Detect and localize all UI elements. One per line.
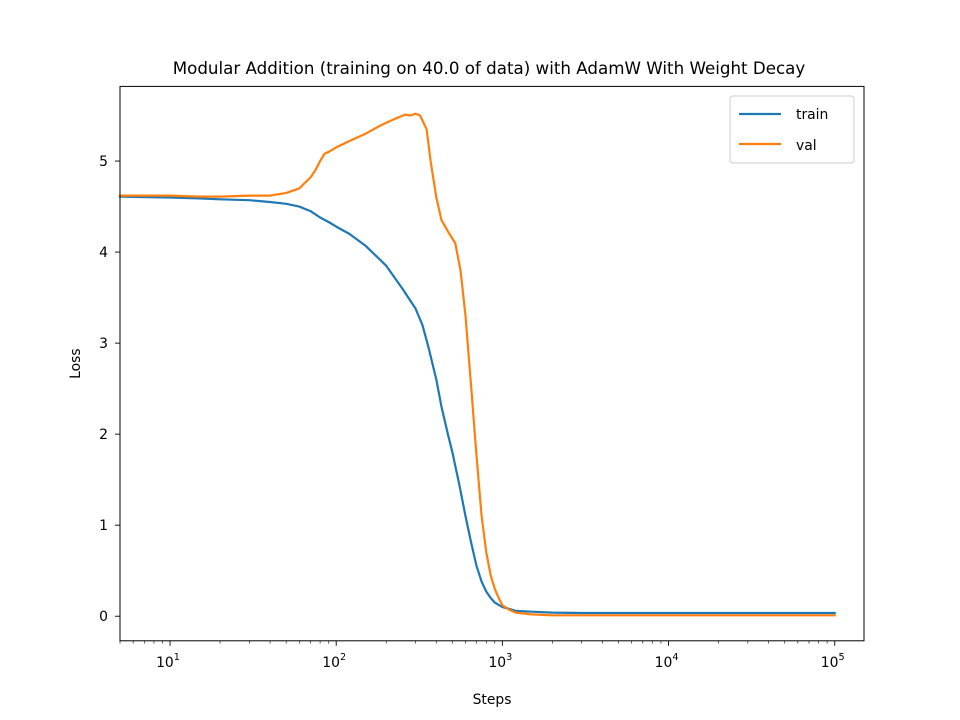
x-axis-label: Steps: [473, 692, 512, 708]
legend-train-label: train: [796, 107, 828, 123]
legend-val-label: val: [796, 138, 817, 154]
y-tick-label: 4: [99, 245, 108, 261]
lines-layer: [118, 112, 836, 617]
x-tick-label: 104: [655, 652, 679, 671]
y-tick-label: 0: [99, 609, 108, 625]
x-tick-label: 103: [488, 652, 512, 671]
x-tick-label: 101: [156, 652, 180, 671]
ticks-layer: 101 102 103 104 105 0 1 2 3 4 5: [99, 154, 845, 671]
series-line-val: [118, 112, 836, 617]
y-tick-label: 2: [99, 427, 108, 443]
y-tick-label: 5: [99, 154, 108, 170]
y-axis-label: Loss: [68, 348, 84, 378]
x-tick-label: 102: [322, 652, 346, 671]
x-tick-label: 105: [821, 652, 845, 671]
y-tick-label: 3: [99, 336, 108, 352]
plot-area: 101 102 103 104 105 0 1 2 3 4 5: [99, 85, 865, 671]
chart-title: Modular Addition (training on 40.0 of da…: [173, 58, 806, 78]
series-line-train: [118, 195, 836, 615]
legend-box: [729, 95, 855, 164]
axes-frame: [119, 85, 865, 642]
legend: train val: [729, 95, 855, 164]
y-tick-label: 1: [99, 518, 108, 534]
